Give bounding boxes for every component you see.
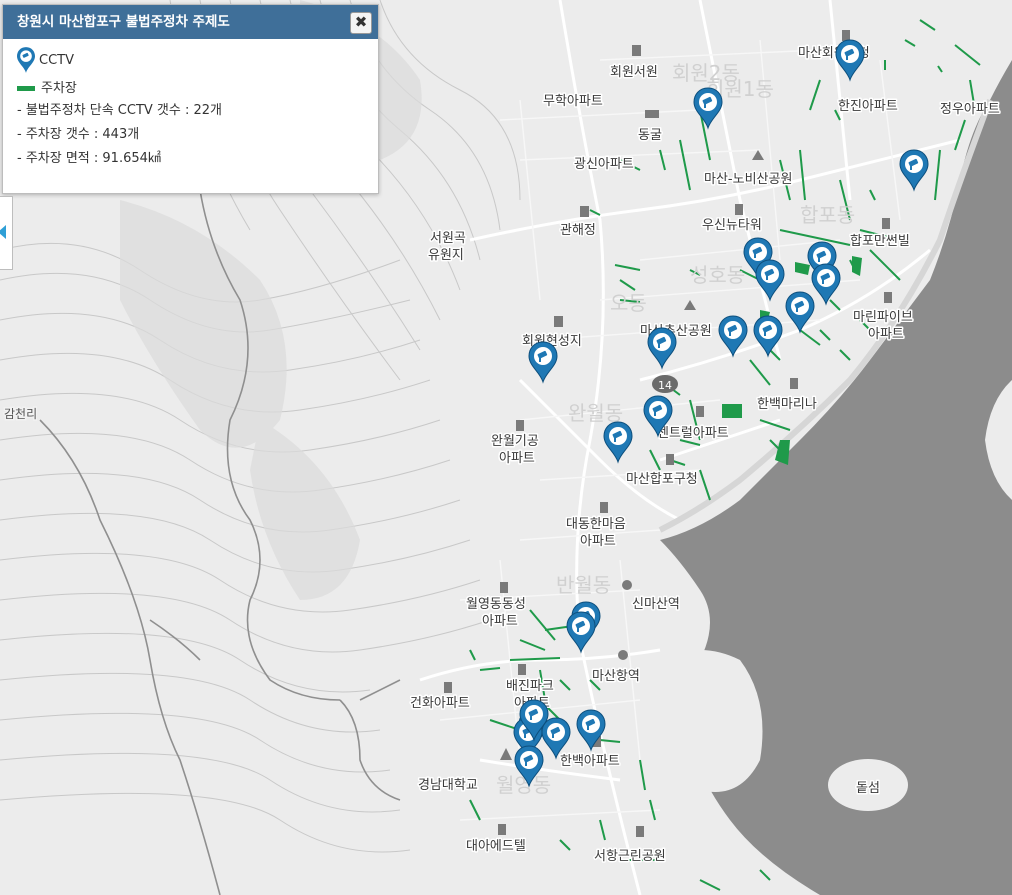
- place-label: 센트럴아파트: [657, 426, 729, 441]
- place-label: 아파트: [482, 614, 518, 629]
- stat-parking-area: - 주차장 면적 : 91.654㎢: [17, 151, 161, 166]
- trails: [39, 189, 401, 895]
- place-label: 월영동동성: [466, 597, 526, 612]
- pier: [660, 650, 763, 792]
- svg-text:오동: 오동: [610, 291, 647, 315]
- parking-line-icon: [17, 85, 35, 91]
- cctv-marker-icon: [17, 47, 35, 73]
- svg-text:완월동: 완월동: [568, 401, 623, 425]
- place-label: 돝섬: [856, 781, 880, 796]
- legend-body: CCTV 주차장 - 불법주정차 단속 CCTV 갯수 : 22개 - 주차장 …: [3, 39, 378, 179]
- place-label: 우신뉴타워: [702, 218, 762, 233]
- place-label: 배진파크: [506, 679, 554, 694]
- place-label: 경남대학교: [418, 778, 478, 793]
- legend-panel: 창원시 마산합포구 불법주정차 주제도 ✖ CCTV 주차장 - 불법주정차 단…: [2, 4, 379, 194]
- place-label: 관해정: [560, 223, 596, 238]
- place-label: 아파트: [868, 327, 904, 342]
- place-label: 대동한마음: [566, 517, 626, 532]
- place-label: 회원서원: [610, 65, 658, 80]
- place-label: 서원곡: [430, 231, 466, 246]
- place-label: 건화아파트: [410, 696, 470, 711]
- legend-label: CCTV: [39, 52, 74, 68]
- stat-cctv-count: - 불법주정차 단속 CCTV 갯수 : 22개: [17, 103, 222, 118]
- east-shore: [985, 380, 1012, 500]
- svg-text:성호동: 성호동: [690, 263, 745, 287]
- place-label: 대아에드텔: [466, 839, 526, 854]
- svg-text:합포동: 합포동: [800, 203, 855, 227]
- place-label: 마산합포구청: [626, 472, 698, 487]
- legend-label: 주차장: [41, 80, 77, 96]
- svg-text:회원2동: 회원2동: [672, 61, 740, 85]
- place-label: 정우아파트: [940, 102, 1000, 117]
- coastal-road: [658, 98, 993, 533]
- close-button[interactable]: ✖: [350, 12, 372, 34]
- place-label: 마산항역: [592, 669, 640, 684]
- panel-header: 창원시 마산합포구 불법주정차 주제도 ✖: [3, 5, 378, 39]
- place-label: 합포만썬빌: [850, 234, 910, 249]
- place-label: 아파트: [499, 451, 535, 466]
- stat-parking-count: - 주차장 갯수 : 443개: [17, 127, 140, 142]
- place-label: 서항근린공원: [594, 849, 666, 864]
- route-shield: 14: [652, 375, 678, 393]
- island: [828, 759, 908, 811]
- panel-toggle-tab[interactable]: [0, 196, 13, 270]
- parking-areas: [722, 256, 862, 465]
- place-label: 무학아파트: [543, 94, 603, 109]
- legend-item-cctv: CCTV: [17, 47, 364, 73]
- place-label: 마린파이브: [853, 310, 913, 325]
- place-label: 신마산역: [632, 597, 680, 612]
- legend-item-parking: 주차장: [17, 73, 364, 99]
- place-label: 아파트: [580, 534, 616, 549]
- place-label: 한백마리나: [757, 397, 817, 412]
- place-label: 감천리: [4, 406, 37, 421]
- parking-lots: [469, 19, 981, 891]
- place-labels: 회원서원 무학아파트 동굴 광신아파트 마산-노비산공원 마산회원구청 한진아파…: [3, 45, 1002, 866]
- chevron-left-icon: [0, 225, 6, 239]
- place-label: 한진아파트: [838, 99, 898, 114]
- place-label: 마산-노비산공원: [704, 172, 792, 187]
- panel-title: 창원시 마산합포구 불법주정차 주제도: [17, 14, 230, 30]
- poi-icons: [444, 30, 892, 837]
- svg-text:반월동: 반월동: [556, 573, 611, 597]
- place-label: 완월기공: [491, 434, 539, 449]
- place-label: 한백아파트: [560, 754, 620, 769]
- place-label: 유원지: [428, 248, 464, 263]
- svg-text:14: 14: [658, 379, 672, 392]
- place-label: 광신아파트: [574, 157, 634, 172]
- place-label: 동굴: [638, 128, 662, 143]
